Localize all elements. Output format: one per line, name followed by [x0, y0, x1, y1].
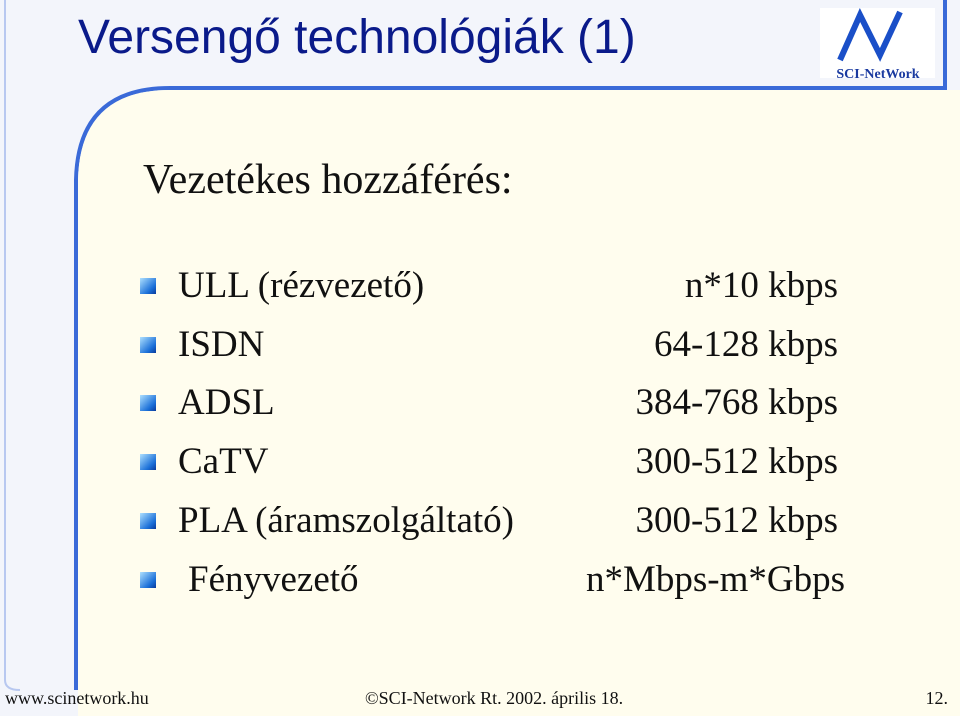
row-name: CaTV: [178, 441, 269, 482]
frame-fill: [78, 90, 960, 716]
bullet: [140, 454, 156, 470]
subtitle: Vezetékes hozzáférés:: [143, 157, 513, 203]
bullet: [140, 395, 156, 411]
row-speed: n*10 kbps: [684, 265, 838, 306]
logo-text: SCI-NetWork: [836, 67, 919, 82]
frame-border: [74, 0, 947, 690]
row-speed: 64-128 kbps: [654, 324, 838, 365]
row-speed: n*Mbps-m*Gbps: [585, 559, 845, 600]
row-speed: 300-512 kbps: [635, 500, 838, 541]
footer-url: www.scinetwork.hu: [5, 688, 149, 708]
bullet: [140, 337, 156, 353]
row-name: Fényvezető: [188, 559, 359, 600]
logo-mark: [837, 7, 903, 62]
page-number: 12.: [925, 688, 949, 708]
frame-edge: [4, 0, 21, 691]
footer-copyright: ©SCI-Network Rt. 2002. április 18.: [365, 688, 624, 708]
row-name: ISDN: [178, 324, 265, 365]
row-speed: 384-768 kbps: [635, 382, 838, 423]
bullet: [140, 572, 156, 588]
row-speed: 300-512 kbps: [635, 441, 838, 482]
title: Versengő technológiák (1): [78, 11, 636, 64]
logo-box: [820, 8, 935, 78]
row-name: ULL (rézvezető): [178, 265, 425, 306]
bullet: [140, 278, 156, 294]
row-name: PLA (áramszolgáltató): [178, 500, 514, 541]
row-name: ADSL: [178, 382, 275, 423]
bullet: [140, 513, 156, 529]
